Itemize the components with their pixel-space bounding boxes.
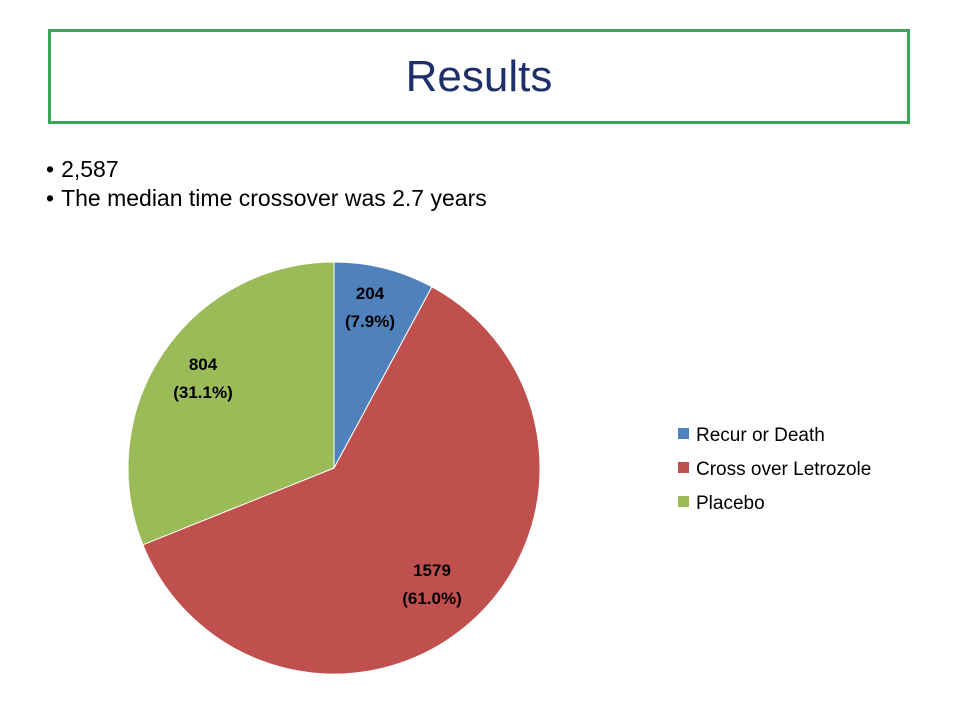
- pie-slice-1: [142, 286, 541, 675]
- slice-value-label-2: 804: [189, 355, 218, 374]
- legend-label-2: Placebo: [696, 493, 765, 514]
- legend-swatch-0: [678, 428, 689, 439]
- bullet-list: 2,587 The median time crossover was 2.7 …: [46, 155, 487, 213]
- legend-swatch-2: [678, 496, 689, 507]
- legend-label-0: Recur or Death: [696, 425, 825, 446]
- bullet-item-median: The median time crossover was 2.7 years: [46, 184, 487, 213]
- slice-value-label-0: 204: [356, 284, 385, 303]
- legend-swatch-1: [678, 462, 689, 473]
- slide-title: Results: [405, 51, 553, 101]
- slice-value-label-1: 1579: [413, 561, 451, 580]
- slice-percent-label-0: (7.9%): [345, 312, 395, 331]
- bullet-item-total: 2,587: [46, 155, 487, 184]
- legend-label-1: Cross over Letrozole: [696, 459, 871, 480]
- title-box: Results: [48, 29, 910, 124]
- slice-percent-label-2: (31.1%): [173, 383, 233, 402]
- pie-slice-0: [333, 261, 433, 469]
- slice-percent-label-1: (61.0%): [402, 589, 462, 608]
- pie-slice-2: [127, 261, 335, 546]
